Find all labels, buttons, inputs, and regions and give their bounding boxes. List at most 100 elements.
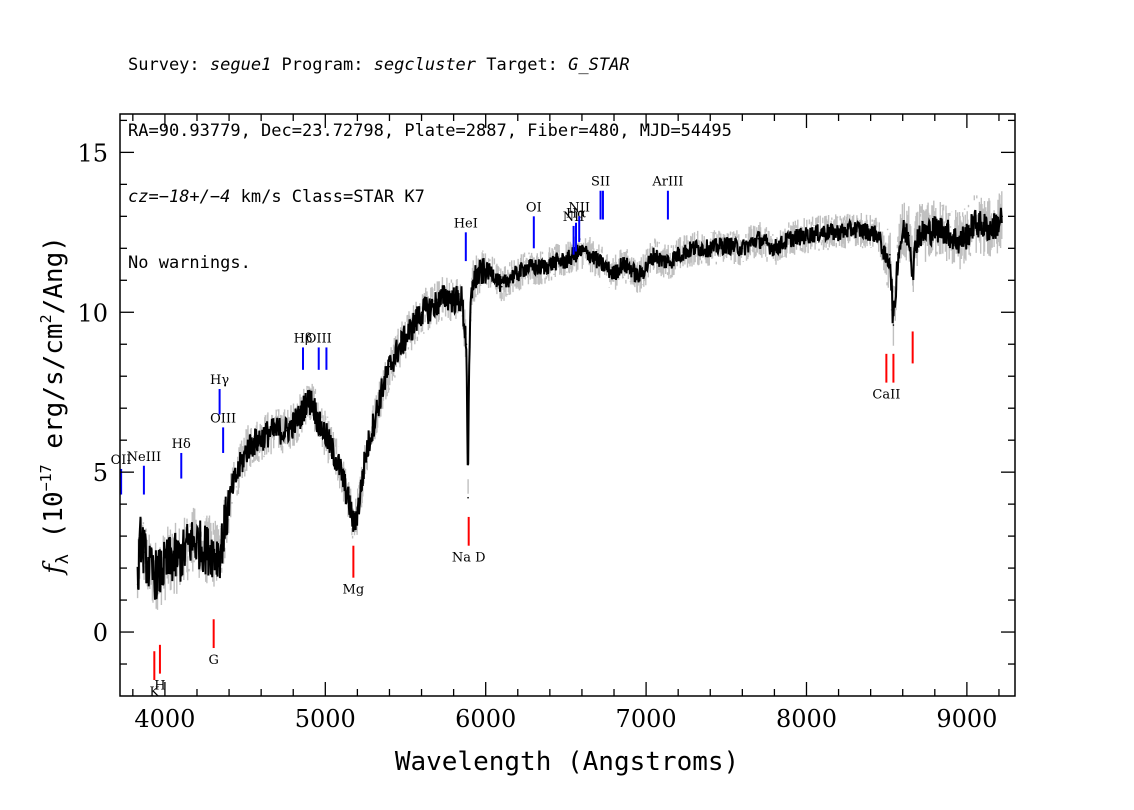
flux-point bbox=[942, 228, 944, 230]
flux-point bbox=[324, 432, 327, 435]
flux-point bbox=[725, 244, 728, 246]
flux-point bbox=[465, 343, 468, 346]
flux-point bbox=[974, 221, 976, 224]
emission-line-label: OIII bbox=[306, 331, 332, 346]
svg-text:fλ (10−17 erg/s/cm2/Ang): fλ (10−17 erg/s/cm2/Ang) bbox=[37, 236, 73, 576]
flux-point bbox=[901, 231, 904, 234]
x-tick-label: 9000 bbox=[936, 705, 997, 733]
header-line-2: RA=90.93779, Dec=23.72798, Plate=2887, F… bbox=[128, 121, 732, 141]
flux-point bbox=[472, 279, 474, 282]
flux-point bbox=[404, 337, 407, 339]
flux-point bbox=[332, 452, 335, 454]
flux-point bbox=[266, 432, 269, 435]
flux-point bbox=[436, 301, 439, 304]
flux-point bbox=[412, 324, 415, 326]
y-tick-label: 15 bbox=[77, 139, 108, 167]
emission-line-label: OII bbox=[111, 453, 132, 468]
y-tick-label: 0 bbox=[93, 619, 108, 647]
target-prefix: Target: bbox=[476, 55, 569, 75]
flux-point bbox=[869, 231, 872, 234]
flux-point bbox=[669, 260, 671, 262]
flux-point bbox=[358, 503, 360, 505]
flux-point bbox=[677, 253, 679, 256]
flux-point bbox=[908, 234, 910, 237]
cz-suffix: km/s Class=STAR K7 bbox=[230, 187, 425, 207]
flux-point bbox=[136, 583, 139, 585]
y-axis-label: fλ (10−17 erg/s/cm2/Ang) bbox=[37, 236, 73, 576]
y-tick-label: 10 bbox=[77, 299, 108, 327]
program-prefix: Program: bbox=[271, 55, 374, 75]
flux-point bbox=[998, 221, 1000, 224]
flux-point bbox=[653, 253, 655, 256]
flux-point bbox=[565, 260, 567, 262]
flux-point bbox=[645, 266, 647, 269]
flux-point bbox=[982, 225, 984, 227]
flux-point bbox=[380, 391, 383, 394]
flux-point bbox=[533, 266, 535, 269]
flux-point bbox=[950, 234, 952, 237]
flux-point bbox=[773, 247, 776, 250]
flux-point bbox=[541, 266, 543, 269]
flux-point bbox=[693, 247, 696, 250]
flux-point bbox=[318, 423, 320, 425]
flux-point bbox=[478, 273, 481, 275]
flux-point bbox=[180, 557, 182, 560]
flux-point bbox=[148, 567, 150, 569]
flux-point bbox=[500, 285, 503, 288]
flux-point bbox=[225, 519, 227, 521]
flux-point bbox=[958, 241, 960, 243]
flux-point bbox=[789, 237, 792, 240]
absorption-line-label: CaII bbox=[872, 388, 900, 403]
absorption-line-label: K bbox=[149, 685, 159, 700]
flux-point bbox=[516, 273, 519, 275]
flux-point bbox=[173, 557, 176, 560]
x-axis-label: Wavelength (Angstroms) bbox=[395, 747, 739, 777]
flux-point bbox=[143, 551, 145, 553]
flux-line bbox=[136, 207, 1003, 600]
header-line-4: No warnings. bbox=[128, 253, 251, 273]
flux-point bbox=[853, 228, 856, 230]
flux-point bbox=[396, 349, 399, 352]
flux-point bbox=[524, 266, 527, 269]
flux-point bbox=[452, 298, 455, 301]
flux-point bbox=[276, 429, 278, 432]
flux-point bbox=[157, 573, 160, 576]
flux-point bbox=[492, 273, 495, 275]
flux-point bbox=[821, 231, 824, 234]
x-tick-label: 7000 bbox=[616, 705, 677, 733]
flux-point bbox=[508, 276, 511, 278]
flux-point bbox=[467, 496, 469, 499]
header-line-3: cz=−18+/−4 km/s Class=STAR K7 bbox=[128, 186, 732, 208]
flux-point bbox=[247, 445, 250, 448]
absorption-line-label: G bbox=[208, 653, 218, 668]
x-tick-label: 8000 bbox=[776, 705, 837, 733]
absorption-line-label: Mg bbox=[343, 583, 365, 598]
flux-point bbox=[212, 551, 214, 553]
absorption-line-label: Na D bbox=[452, 551, 486, 566]
flux-point bbox=[292, 423, 295, 425]
flux-point bbox=[1001, 215, 1003, 218]
emission-line-label: ArIII bbox=[651, 175, 683, 190]
flux-point bbox=[911, 269, 914, 272]
flux-point bbox=[353, 525, 355, 528]
flux-point bbox=[581, 250, 583, 253]
flux-point bbox=[162, 567, 165, 569]
emission-line-label: OI bbox=[526, 200, 542, 215]
flux-point bbox=[311, 401, 314, 403]
flux-point bbox=[348, 503, 351, 505]
emission-line-label: HeI bbox=[454, 216, 478, 231]
flux-point bbox=[916, 234, 918, 237]
flux-point bbox=[621, 263, 623, 266]
plot-frame bbox=[119, 113, 1016, 697]
target-name: G_STAR bbox=[568, 55, 630, 75]
y-tick-label: 5 bbox=[93, 459, 108, 487]
flux-point bbox=[877, 234, 880, 237]
emission-line-label: OIII bbox=[210, 411, 236, 426]
flux-point bbox=[605, 266, 607, 269]
cz-value: −18+/−4 bbox=[158, 187, 231, 207]
flux-point bbox=[239, 464, 242, 467]
flux-point bbox=[637, 276, 639, 278]
flux-point bbox=[613, 273, 615, 275]
flux-point bbox=[925, 231, 928, 234]
flux-point bbox=[892, 324, 895, 326]
